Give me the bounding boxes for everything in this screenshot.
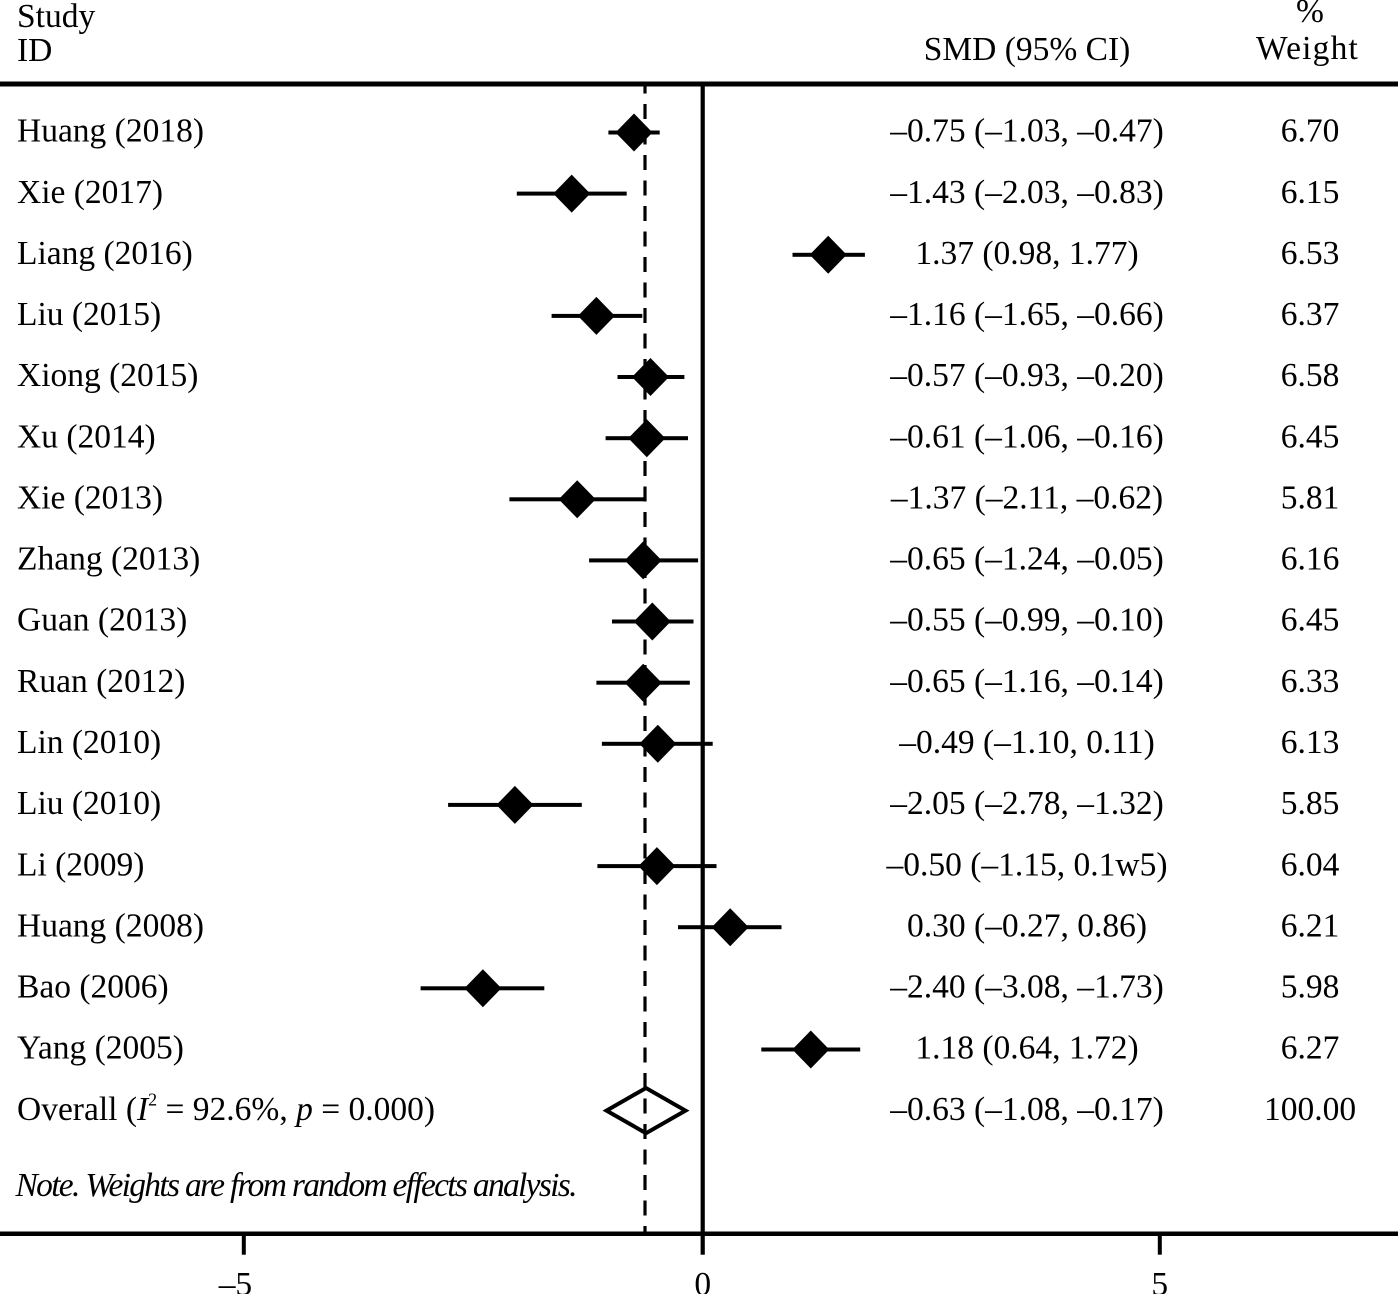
svg-text:Bao (2006): Bao (2006) <box>17 969 169 1006</box>
svg-text:6.15: 6.15 <box>1281 174 1340 211</box>
svg-text:6.04: 6.04 <box>1281 846 1340 883</box>
svg-text:–0.61 (–1.06, –0.16): –0.61 (–1.06, –0.16) <box>889 418 1164 455</box>
svg-text:5.81: 5.81 <box>1281 480 1340 517</box>
svg-text:Liu (2015): Liu (2015) <box>17 296 161 333</box>
svg-text:100.00: 100.00 <box>1264 1091 1356 1128</box>
svg-text:Xie (2017): Xie (2017) <box>17 174 163 211</box>
svg-text:Liang (2016): Liang (2016) <box>17 235 193 272</box>
svg-text:Lin (2010): Lin (2010) <box>17 724 161 761</box>
svg-text:Ruan (2012): Ruan (2012) <box>17 663 185 700</box>
svg-text:–0.50 (–1.15, 0.1w5): –0.50 (–1.15, 0.1w5) <box>885 846 1167 883</box>
svg-text:5.98: 5.98 <box>1281 969 1340 1006</box>
svg-text:–: – <box>218 1266 236 1294</box>
svg-text:–1.37 (–2.11, –0.62): –1.37 (–2.11, –0.62) <box>890 480 1163 517</box>
svg-text:–0.65 (–1.16, –0.14): –0.65 (–1.16, –0.14) <box>889 663 1164 700</box>
svg-text:–1.16 (–1.65, –0.66): –1.16 (–1.65, –0.66) <box>889 296 1164 333</box>
svg-text:Study: Study <box>17 0 95 35</box>
svg-text:–2.40 (–3.08, –1.73): –2.40 (–3.08, –1.73) <box>889 969 1164 1006</box>
svg-text:SMD (95% CI): SMD (95% CI) <box>924 31 1131 68</box>
svg-text:–0.65 (–1.24, –0.05): –0.65 (–1.24, –0.05) <box>889 541 1164 578</box>
svg-text:Liu (2010): Liu (2010) <box>17 785 161 822</box>
svg-text:Xu (2014): Xu (2014) <box>17 418 156 455</box>
svg-text:Li (2009): Li (2009) <box>17 846 144 883</box>
svg-text:–0.75 (–1.03, –0.47): –0.75 (–1.03, –0.47) <box>889 113 1164 150</box>
svg-text:6.37: 6.37 <box>1281 296 1340 333</box>
svg-text:1.37 (0.98, 1.77): 1.37 (0.98, 1.77) <box>915 235 1138 272</box>
svg-text:0.30 (–0.27, 0.86): 0.30 (–0.27, 0.86) <box>907 907 1147 944</box>
svg-text:Xie (2013): Xie (2013) <box>17 480 163 517</box>
svg-text:–0.49 (–1.10, 0.11): –0.49 (–1.10, 0.11) <box>898 724 1155 761</box>
svg-text:Huang (2008): Huang (2008) <box>17 907 204 944</box>
svg-text:–0.57 (–0.93, –0.20): –0.57 (–0.93, –0.20) <box>889 357 1164 394</box>
svg-text:Huang (2018): Huang (2018) <box>17 113 204 150</box>
svg-text:6.33: 6.33 <box>1281 663 1340 700</box>
svg-text:5.85: 5.85 <box>1281 785 1340 822</box>
svg-text:6.21: 6.21 <box>1281 907 1340 944</box>
svg-text:1.18 (0.64, 1.72): 1.18 (0.64, 1.72) <box>915 1030 1138 1067</box>
svg-text:6.16: 6.16 <box>1281 541 1340 578</box>
svg-text:5: 5 <box>235 1266 252 1294</box>
svg-text:Overall (I2 = 92.6%, p = 0.000: Overall (I2 = 92.6%, p = 0.000) <box>17 1089 435 1128</box>
svg-text:–0.55 (–0.99, –0.10): –0.55 (–0.99, –0.10) <box>889 602 1164 639</box>
svg-text:%: % <box>1296 0 1324 30</box>
svg-text:6.45: 6.45 <box>1281 418 1340 455</box>
svg-text:–0.63 (–1.08, –0.17): –0.63 (–1.08, –0.17) <box>889 1091 1164 1128</box>
svg-text:6.58: 6.58 <box>1281 357 1340 394</box>
svg-text:Xiong (2015): Xiong (2015) <box>17 357 198 394</box>
svg-text:Note. Weights are from random: Note. Weights are from random effects an… <box>15 1167 578 1204</box>
svg-text:6.27: 6.27 <box>1281 1030 1340 1067</box>
svg-text:6.70: 6.70 <box>1281 113 1340 150</box>
svg-text:6.53: 6.53 <box>1281 235 1340 272</box>
svg-text:Guan (2013): Guan (2013) <box>17 602 187 639</box>
svg-text:Zhang (2013): Zhang (2013) <box>17 541 200 578</box>
svg-text:–1.43 (–2.03, –0.83): –1.43 (–2.03, –0.83) <box>889 174 1164 211</box>
svg-text:Yang (2005): Yang (2005) <box>17 1030 184 1067</box>
svg-text:5: 5 <box>1151 1266 1168 1294</box>
svg-text:6.13: 6.13 <box>1281 724 1340 761</box>
svg-text:6.45: 6.45 <box>1281 602 1340 639</box>
svg-text:Weight: Weight <box>1256 30 1359 67</box>
svg-text:ID: ID <box>17 32 52 69</box>
svg-text:0: 0 <box>694 1266 711 1294</box>
svg-text:–2.05 (–2.78, –1.32): –2.05 (–2.78, –1.32) <box>889 785 1164 822</box>
